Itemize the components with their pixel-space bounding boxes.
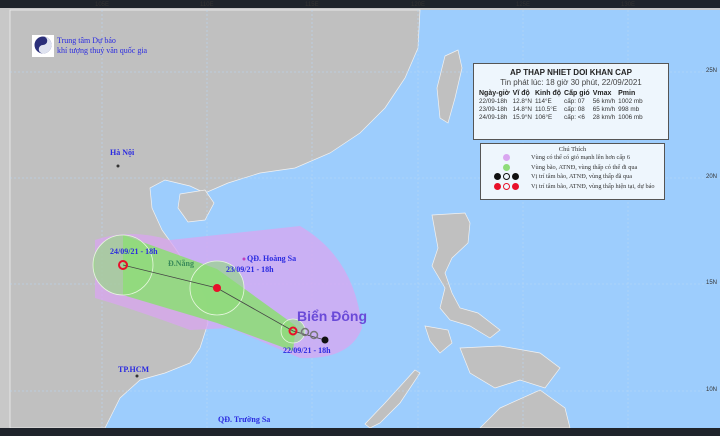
cell: 1002 mb bbox=[618, 98, 643, 105]
label-hcm: TP.HCM bbox=[118, 365, 150, 374]
hcm-dot bbox=[135, 374, 139, 378]
col-header: Ngày-giờ bbox=[479, 90, 510, 97]
label-truongsa: QĐ. Trường Sa bbox=[218, 415, 271, 424]
cell: 65 km/h bbox=[592, 106, 616, 113]
legend-label: Vị trí tâm bão, ATNĐ, vùng thấp đã qua bbox=[531, 173, 633, 181]
cell: 56 km/h bbox=[592, 98, 616, 105]
forecast-24-icon bbox=[118, 260, 128, 270]
col-header: Vĩ độ bbox=[512, 90, 530, 97]
land bbox=[9, 9, 571, 428]
lon-tick: 120E bbox=[411, 2, 426, 8]
cell: 14.8°N bbox=[512, 106, 532, 113]
label-bien-dong: Biển Đông bbox=[297, 308, 367, 324]
lon-tick: 125E bbox=[516, 2, 531, 8]
lon-tick: 130E bbox=[621, 2, 636, 8]
past-position-3 bbox=[321, 336, 329, 344]
track-label-23: 23/09/21 - 18h bbox=[226, 265, 274, 274]
legend-label: Vùng có thể có gió mạnh lên hơn cấp 6 bbox=[531, 154, 630, 162]
label-hoangsa: QĐ. Hoàng Sa bbox=[247, 254, 297, 263]
hoangsa-dot bbox=[242, 257, 246, 261]
lat-tick: 15N bbox=[706, 280, 718, 286]
cell: 22/09-18h bbox=[479, 98, 508, 105]
current-position-icon bbox=[288, 326, 298, 336]
current-low-icon bbox=[511, 182, 519, 190]
cell: 114°E bbox=[534, 98, 552, 105]
col-header: Kinh độ bbox=[534, 90, 562, 97]
land-mindoro bbox=[424, 325, 453, 354]
col-header: Pmin bbox=[618, 90, 636, 97]
label-danang: Đ.Nẵng bbox=[168, 259, 195, 268]
cell: 24/09-18h bbox=[479, 114, 508, 121]
legend-item: Vùng có thể có gió mạnh lên hơn cấp 6 bbox=[481, 153, 664, 163]
current-storm-icon bbox=[493, 182, 501, 190]
land-taiwan bbox=[436, 49, 463, 124]
legend-item: Vùng bão, ATNĐ, vùng thấp có thể đi qua bbox=[481, 163, 664, 173]
col-header: Cấp gió bbox=[564, 90, 590, 97]
lon-tick: 115E bbox=[305, 2, 319, 8]
lat-tick: 20N bbox=[706, 174, 718, 180]
cell: 28 km/h bbox=[592, 114, 616, 121]
land-mindanao bbox=[479, 389, 571, 428]
land-hainan bbox=[177, 189, 215, 223]
bulletin-box: AP THAP NHIET DOI KHAN CAP Tin phát lúc:… bbox=[473, 63, 669, 140]
cell: cấp: 07 bbox=[564, 98, 585, 105]
land-visayas bbox=[459, 345, 561, 389]
past-low-icon bbox=[511, 173, 519, 181]
table-row: 22/09-18h 12.8°N 114°E cấp: 07 56 km/h 1002 m… bbox=[479, 98, 646, 106]
bulletin-title: AP THAP NHIET DOI KHAN CAP bbox=[510, 68, 632, 77]
table-header: Ngày-giờ Vĩ độ Kinh độ Cấp gió Vmax Pmin bbox=[479, 90, 646, 98]
wind-zone-swatch-icon bbox=[502, 154, 510, 162]
cell: 23/09-18h bbox=[479, 106, 508, 113]
track-line bbox=[122, 264, 326, 341]
table-row: 23/09-18h 14.8°N 110.5°E cấp: 08 65 km/h 998 … bbox=[479, 106, 646, 114]
cell: cấp: <6 bbox=[564, 114, 585, 121]
agency-logo: Trung tâm Dự báo khí tượng thuỷ văn quốc… bbox=[32, 35, 147, 57]
forecast-map: Trung tâm Dự báo khí tượng thuỷ văn quốc… bbox=[0, 2, 720, 428]
legend-item: Vị trí tâm bão, ATNĐ, vùng thấp đã qua bbox=[481, 172, 664, 182]
past-depression-icon bbox=[502, 173, 510, 181]
logo-line2: khí tượng thuỷ văn quốc gia bbox=[57, 46, 148, 55]
cell: 12.8°N bbox=[512, 98, 532, 105]
lat-tick: 10N bbox=[706, 387, 718, 393]
cell: cấp: 08 bbox=[564, 106, 585, 113]
past-position-2 bbox=[309, 330, 319, 340]
cell: 1006 mb bbox=[618, 114, 643, 121]
label-hanoi: Hà Nội bbox=[110, 148, 135, 157]
lon-tick: 105E bbox=[95, 2, 110, 8]
legend-label: Vùng bão, ATNĐ, vùng thấp có thể đi qua bbox=[531, 163, 638, 171]
land-palawan bbox=[364, 369, 421, 428]
logo-line1: Trung tâm Dự báo bbox=[57, 36, 116, 45]
bulletin-issued: Tin phát lúc: 18 giờ 30 phút, 22/09/2021 bbox=[500, 78, 642, 87]
col-header: Vmax bbox=[592, 90, 612, 97]
legend-box: Chú Thích Vùng có thể có gió mạnh lên hơ… bbox=[480, 143, 665, 200]
storm-zone-swatch-icon bbox=[502, 163, 510, 171]
lat-tick: 25N bbox=[706, 68, 718, 74]
land-mainland bbox=[9, 9, 421, 428]
land-luzon bbox=[431, 212, 501, 339]
track-label-22: 22/09/21 - 18h bbox=[283, 346, 331, 355]
cell: 998 mb bbox=[618, 106, 640, 113]
current-depression-icon bbox=[502, 182, 510, 190]
past-position-1 bbox=[300, 327, 310, 337]
legend-label: Vị trí tâm bão, ATNĐ, vùng thấp hiện tại… bbox=[531, 182, 655, 190]
forecast-23-icon bbox=[213, 284, 221, 292]
cell: 106°E bbox=[534, 114, 553, 121]
track-label-24: 24/09/21 - 18h bbox=[110, 247, 158, 256]
cell: 110.5°E bbox=[534, 106, 557, 113]
hanoi-dot bbox=[116, 164, 120, 168]
cell: 15.9°N bbox=[512, 114, 532, 121]
legend-item: Vị trí tâm bão, ATNĐ, vùng thấp hiện tại… bbox=[481, 182, 664, 192]
table-row: 24/09-18h 15.9°N 106°E cấp: <6 28 km/h 1006 m… bbox=[479, 114, 646, 122]
forecast-table: Ngày-giờ Vĩ độ Kinh độ Cấp gió Vmax Pmin… bbox=[479, 90, 646, 122]
lon-tick: 110E bbox=[200, 2, 214, 8]
legend-title: Chú Thích bbox=[558, 146, 587, 153]
past-storm-icon bbox=[493, 173, 501, 181]
logo-emblem-icon bbox=[32, 35, 54, 57]
